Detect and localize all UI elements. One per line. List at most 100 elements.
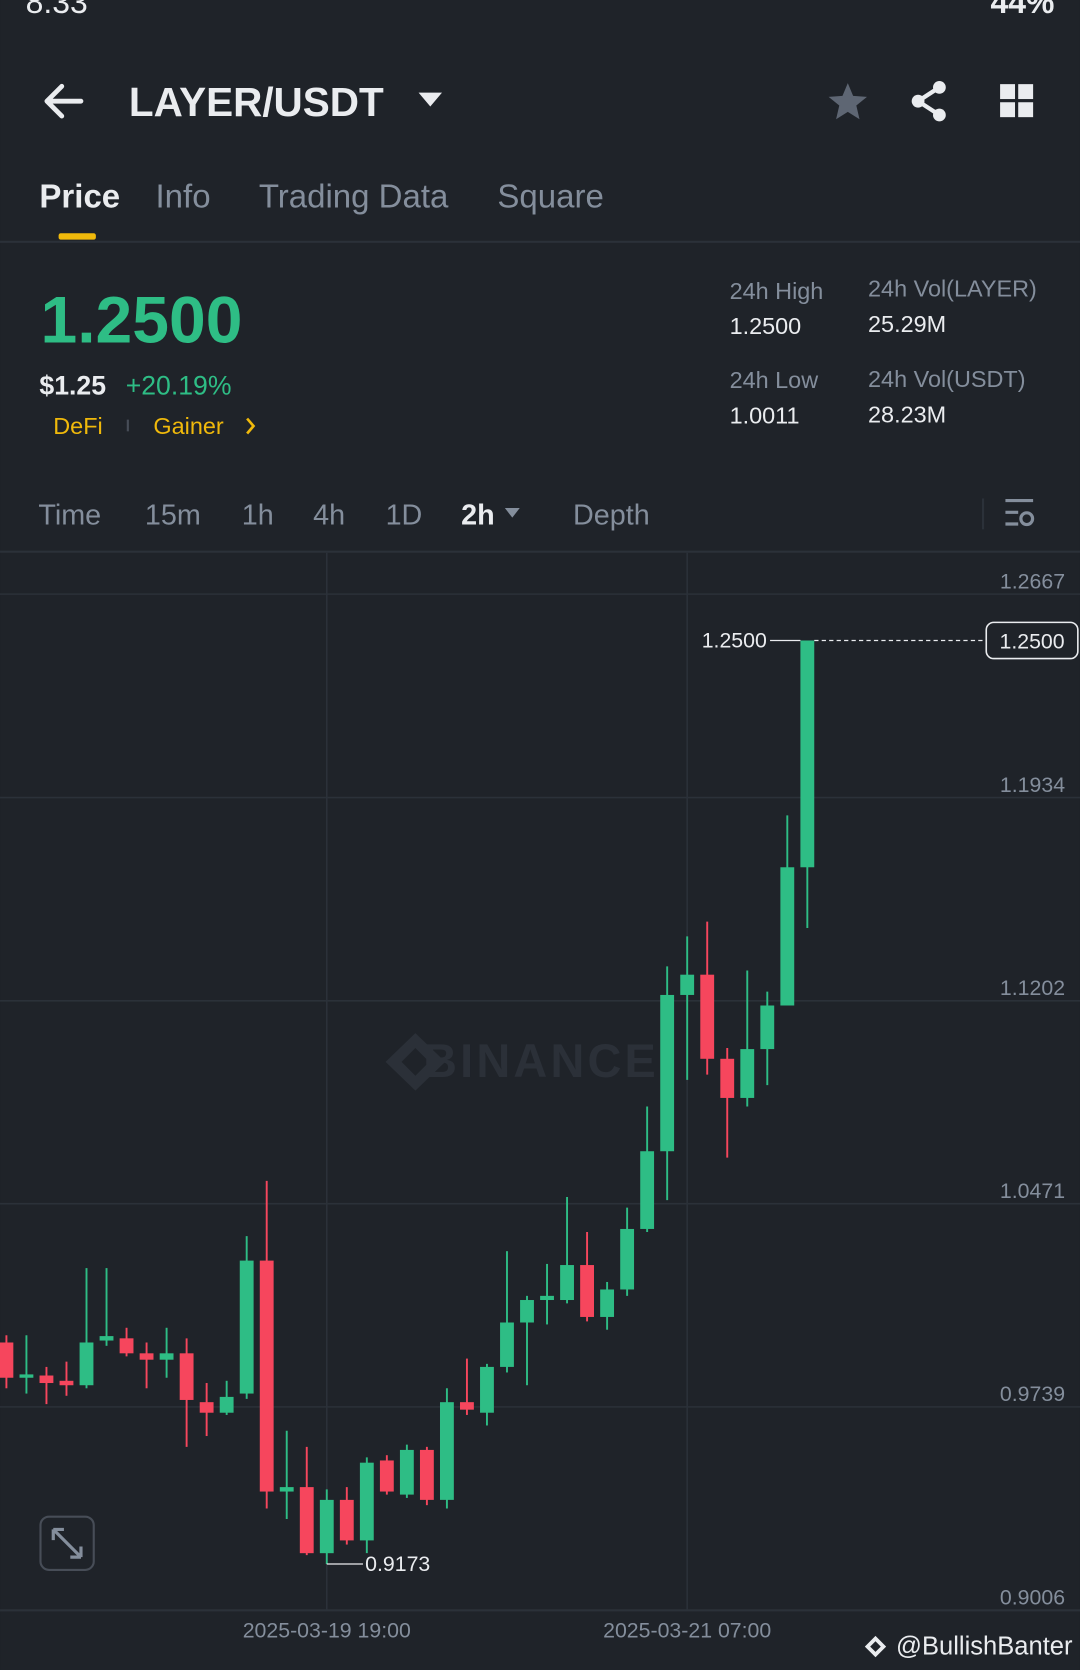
candle-body (560, 1265, 574, 1301)
interval[interactable]: 1D (386, 499, 423, 531)
last-price-box (985, 621, 1079, 660)
tab[interactable]: Price (39, 177, 120, 214)
tag[interactable]: DeFi (53, 413, 102, 439)
grid-square[interactable] (1000, 102, 1016, 118)
y-tick-label: 1.1934 (1000, 773, 1065, 797)
stat-value: 28.23M (868, 401, 946, 427)
back-arrow[interactable] (44, 83, 84, 119)
settings-lines[interactable] (1005, 498, 1034, 526)
candle-body (720, 1058, 735, 1098)
tag-chevron[interactable] (246, 417, 256, 435)
y-tick-label: 1.2667 (1000, 569, 1065, 593)
candle-body (640, 1151, 655, 1229)
tab[interactable]: Trading Data (259, 177, 449, 214)
low-label: 0.9173 (365, 1552, 430, 1576)
last-price-label: 1.2500 (999, 630, 1064, 654)
candle-body (540, 1295, 554, 1301)
grid-square[interactable] (1000, 84, 1016, 100)
candle-body (460, 1402, 474, 1410)
candle-body (500, 1322, 514, 1367)
fullscreen-icon[interactable] (51, 1527, 83, 1559)
stat-label: 24h Low (730, 367, 819, 393)
interval[interactable]: Time (38, 499, 101, 531)
candle-body (780, 867, 795, 1006)
interval[interactable]: 4h (313, 499, 345, 531)
candle-body (279, 1487, 294, 1492)
tab[interactable]: Square (497, 177, 603, 214)
interval-bar: Time 15m 1h 4h 1D 2h Depth (38, 499, 649, 531)
watermark-logo (385, 1033, 446, 1091)
candle-body (239, 1260, 254, 1394)
stat-value: 25.29M (868, 311, 946, 337)
share-lines[interactable] (914, 85, 941, 117)
tag[interactable]: Gainer (153, 413, 224, 439)
candle-body (399, 1449, 414, 1495)
chart-settings-icon[interactable] (1005, 498, 1035, 527)
candle-body (620, 1228, 635, 1290)
high-label: 1.2500 (702, 628, 767, 652)
candle-body (660, 994, 675, 1152)
candle-body (79, 1342, 94, 1386)
candle-body (219, 1396, 234, 1413)
candle-body (0, 1342, 14, 1378)
pair-dropdown[interactable] (418, 92, 443, 107)
last-price: 1.2500 (40, 283, 242, 357)
back-button[interactable] (44, 83, 84, 119)
grid-square[interactable] (1018, 84, 1034, 100)
candle-body (439, 1402, 454, 1500)
candle-body (259, 1260, 274, 1492)
usd-price: $1.25 (39, 371, 106, 401)
fullscreen-button[interactable] (39, 1515, 95, 1571)
candle-body (419, 1449, 434, 1500)
candle-body (760, 1005, 775, 1050)
candle-body (740, 1049, 755, 1098)
candle-body (600, 1289, 615, 1317)
candle-body (39, 1375, 54, 1384)
interval[interactable]: 2h (461, 499, 495, 531)
stat-label: 24h High (730, 278, 824, 304)
watermark: BINANCE (423, 1035, 659, 1087)
settings-gear[interactable] (1019, 511, 1035, 527)
price-change: +20.19% (126, 371, 232, 401)
favorite-star[interactable] (828, 83, 867, 120)
y-tick-label: 0.9739 (1000, 1382, 1065, 1406)
candle-body (379, 1460, 394, 1492)
candle-body (319, 1499, 334, 1554)
tab[interactable]: Info (156, 177, 211, 214)
candle-body (119, 1338, 134, 1354)
candle-body (59, 1380, 74, 1386)
pair-title[interactable]: LAYER/USDT (129, 79, 384, 125)
candle-body (139, 1353, 154, 1360)
candle-body (700, 974, 715, 1059)
stats: 24h High 1.2500 24h Vol(LAYER) 25.29M 24h Lo… (730, 276, 1037, 429)
candle-body (19, 1374, 34, 1378)
interval[interactable]: 1h (242, 499, 274, 531)
share-button[interactable] (911, 80, 946, 122)
interval[interactable]: Depth (573, 499, 650, 531)
interval[interactable]: 15m (145, 499, 201, 531)
status-battery: 44% (990, 0, 1054, 20)
stat-label: 24h Vol(LAYER) (868, 276, 1037, 302)
stat-value: 1.0011 (730, 402, 800, 428)
candle-body (99, 1336, 114, 1341)
interval-dropdown[interactable] (504, 508, 520, 518)
tab-bar: Price Info Trading Data Square (39, 177, 603, 214)
candle-body (159, 1353, 174, 1360)
candle-body (680, 974, 695, 995)
candle-body (299, 1487, 314, 1554)
x-tick-label: 2025-03-21 07:00 (603, 1619, 771, 1643)
y-tick-label: 1.0471 (1000, 1179, 1065, 1203)
x-tick-label: 2025-03-19 19:00 (243, 1619, 411, 1643)
candle-body (800, 640, 815, 868)
grid-square[interactable] (1018, 102, 1034, 118)
candle-body (520, 1300, 534, 1323)
active-tab-indicator (58, 233, 96, 240)
status-time: 8:33 (26, 0, 88, 20)
candle-body (480, 1366, 494, 1413)
stat-label: 24h Vol(USDT) (868, 366, 1026, 392)
candle-body (359, 1462, 374, 1541)
menu-grid[interactable] (1000, 84, 1034, 118)
